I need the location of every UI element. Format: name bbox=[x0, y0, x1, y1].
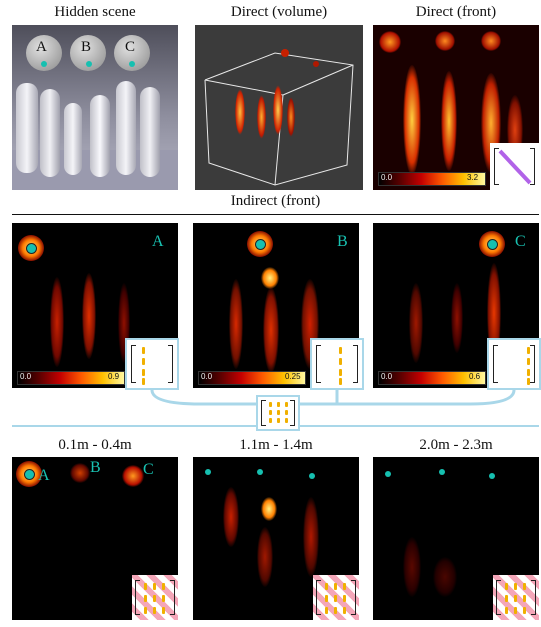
direct-front-image: 0.0 3.2 bbox=[373, 25, 539, 190]
depth-panel-1: A B C bbox=[12, 457, 178, 620]
front-colorbar-min: 0.0 bbox=[381, 173, 393, 182]
depth-letter-b: B bbox=[90, 459, 101, 476]
section-rule bbox=[12, 214, 539, 215]
indirect-letter-b: B bbox=[337, 233, 348, 250]
indirect-c-cb-min: 0.0 bbox=[381, 372, 393, 381]
scene-dot-c bbox=[129, 61, 135, 67]
depth-letter-a: A bbox=[38, 467, 50, 484]
scene-label-b: B bbox=[81, 39, 92, 55]
scene-dot-b bbox=[86, 61, 92, 67]
indirect-a-matrix-inset bbox=[125, 338, 179, 390]
indirect-letter-a: A bbox=[152, 233, 164, 250]
indirect-b-cb-min: 0.0 bbox=[201, 372, 213, 381]
direct-volume-image bbox=[195, 25, 363, 190]
mannequin-group bbox=[12, 75, 178, 180]
title-depth-3: 2.0m - 2.3m bbox=[419, 437, 493, 453]
depth-panel-3 bbox=[373, 457, 539, 620]
scene-dot-a bbox=[41, 61, 47, 67]
combined-matrix-inset bbox=[256, 395, 300, 431]
indirect-a-cb-max: 0.9 bbox=[108, 372, 120, 381]
volume-cube-wireframe bbox=[204, 52, 354, 186]
depth-1-inset bbox=[132, 575, 178, 620]
title-direct-volume: Direct (volume) bbox=[230, 4, 328, 20]
title-depth-1: 0.1m - 0.4m bbox=[58, 437, 132, 453]
indirect-a-colorbar bbox=[17, 371, 125, 385]
section-title-indirect: Indirect (front) bbox=[230, 193, 321, 209]
hidden-scene-image: A B C bbox=[12, 25, 178, 190]
scene-label-a: A bbox=[36, 39, 47, 55]
depth-panel-2 bbox=[193, 457, 359, 620]
front-colorbar bbox=[378, 172, 486, 186]
depth-2-inset bbox=[313, 575, 359, 620]
indirect-b-colorbar bbox=[198, 371, 306, 385]
indirect-letter-c: C bbox=[515, 233, 526, 250]
indirect-c-matrix-inset bbox=[487, 338, 541, 390]
depth-letter-c: C bbox=[143, 461, 154, 478]
title-depth-2: 1.1m - 1.4m bbox=[239, 437, 313, 453]
indirect-c-colorbar bbox=[378, 371, 486, 385]
indirect-b-matrix-inset bbox=[310, 338, 364, 390]
title-hidden-scene: Hidden scene bbox=[54, 4, 136, 20]
indirect-b-cb-max: 0.25 bbox=[285, 372, 301, 381]
title-direct-front: Direct (front) bbox=[415, 4, 497, 20]
direct-matrix-inset bbox=[490, 143, 539, 190]
front-colorbar-max: 3.2 bbox=[467, 173, 479, 182]
scene-label-c: C bbox=[125, 39, 136, 55]
indirect-c-cb-max: 0.6 bbox=[469, 372, 481, 381]
indirect-panel-b: B 0.0 0.25 bbox=[193, 223, 359, 388]
depth-3-inset bbox=[493, 575, 539, 620]
indirect-a-cb-min: 0.0 bbox=[20, 372, 32, 381]
